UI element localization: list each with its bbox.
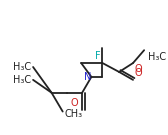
Text: H₃C: H₃C: [148, 52, 166, 62]
Text: O: O: [135, 68, 142, 78]
Text: F: F: [95, 51, 101, 61]
Text: O: O: [71, 98, 78, 108]
Text: CH₃: CH₃: [65, 109, 83, 119]
Text: H₃C: H₃C: [13, 62, 31, 72]
Text: H₃C: H₃C: [13, 75, 31, 85]
Text: O: O: [135, 64, 142, 74]
Text: N: N: [84, 72, 91, 82]
